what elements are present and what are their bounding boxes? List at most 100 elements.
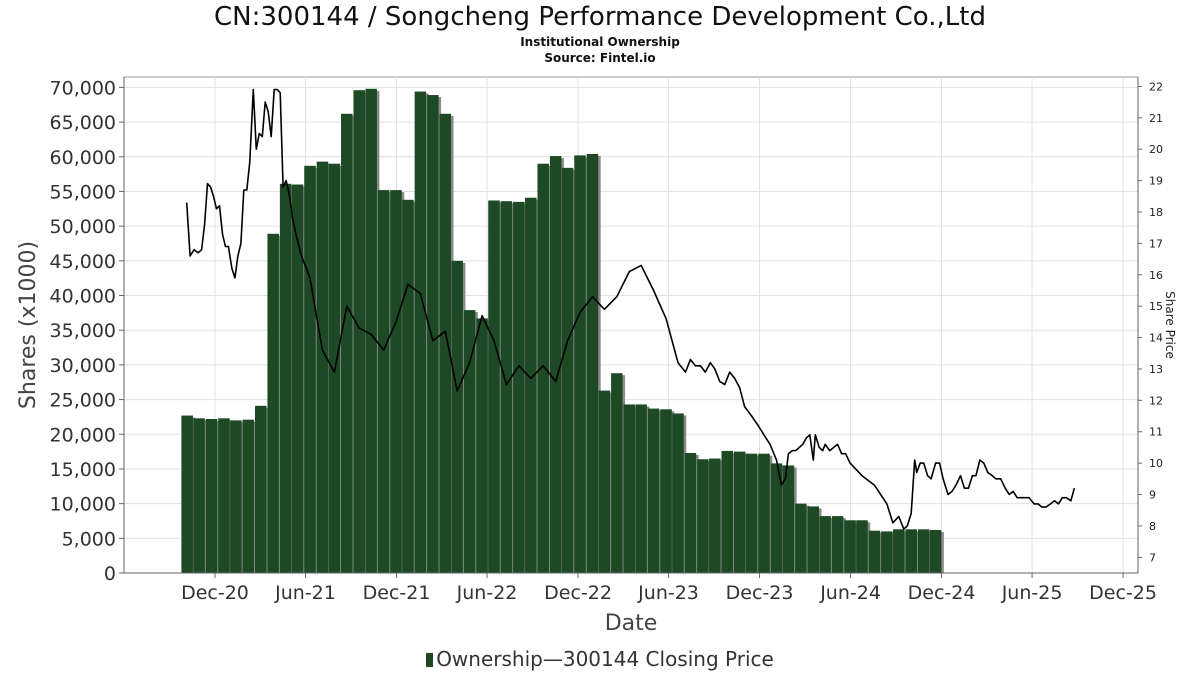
y-tick-label: 0 (104, 563, 116, 585)
ownership-bar (279, 183, 292, 574)
y-tick-label: 65,000 (50, 112, 116, 134)
ownership-bar (574, 155, 586, 574)
ownership-bar (917, 529, 930, 573)
ownership-bar (267, 233, 279, 573)
ownership-bar (881, 531, 893, 573)
ownership-bar (304, 165, 316, 573)
y-axis-label: Shares (x1000) (16, 241, 41, 409)
ownership-bar (819, 516, 831, 573)
ownership-bar (635, 404, 647, 573)
x-tick-label: Dec-23 (726, 582, 794, 604)
ownership-bar (893, 529, 905, 573)
y-tick-label: 10,000 (50, 494, 116, 516)
y-tick-label: 30,000 (50, 355, 116, 377)
x-tick-label: Jun-22 (456, 582, 518, 604)
ownership-bar (770, 463, 783, 573)
ownership-bar (623, 404, 636, 573)
y-tick-label: 55,000 (50, 181, 116, 203)
price-legend-swatch: — (542, 647, 563, 671)
price-legend-label: 300144 Closing Price (562, 647, 774, 671)
ownership-bar (684, 452, 697, 573)
ownership-bar (377, 190, 390, 573)
y2-tick-label: 13 (1149, 363, 1163, 376)
y2-tick-label: 7 (1149, 551, 1156, 564)
ownership-bar (402, 199, 414, 573)
y-tick-label: 35,000 (50, 320, 116, 342)
chart-source: Source: Fintel.io (544, 51, 656, 65)
ownership-bar (193, 418, 205, 573)
y2-tick-label: 11 (1149, 426, 1163, 439)
ownership-legend-label: Ownership (436, 647, 543, 671)
ownership-bar (291, 184, 304, 573)
ownership-bar (205, 418, 218, 573)
ownership-bar (586, 154, 599, 573)
ownership-bar (697, 459, 709, 573)
y2-tick-label: 22 (1149, 80, 1163, 93)
x-tick-label: Dec-24 (908, 582, 976, 604)
y-tick-label: 45,000 (50, 251, 116, 273)
ownership-bar (611, 373, 623, 573)
chart-legend: Ownership—300144 Closing Price (0, 647, 1200, 671)
y-tick-label: 60,000 (50, 147, 116, 169)
ownership-bar (230, 420, 242, 573)
ownership-bar (242, 419, 255, 573)
ownership-legend-swatch (426, 653, 434, 667)
y2-tick-label: 21 (1149, 112, 1163, 125)
x-tick-label: Jun-24 (819, 582, 881, 604)
y-tick-label: 70,000 (50, 77, 116, 99)
ownership-bar (868, 530, 881, 573)
ownership-bar (660, 409, 672, 573)
ownership-bar (451, 260, 463, 573)
x-axis-label: Date (605, 611, 658, 636)
y2-tick-label: 16 (1149, 269, 1163, 282)
x-tick-label: Dec-20 (181, 582, 249, 604)
ownership-bar (549, 156, 562, 573)
ownership-bar (427, 95, 439, 573)
y-tick-label: 5,000 (62, 528, 116, 550)
y2-tick-label: 20 (1149, 143, 1163, 156)
ownership-bar (598, 390, 611, 573)
price-line (185, 88, 1076, 530)
y-tick-label: 20,000 (50, 424, 116, 446)
ownership-bar (439, 113, 452, 574)
ownership-bar (525, 197, 537, 573)
ownership-bar (316, 161, 329, 573)
y2-tick-label: 9 (1149, 489, 1156, 502)
ownership-bar (807, 506, 820, 573)
ownership-bar (353, 90, 365, 573)
ownership-bar (856, 520, 868, 573)
ownership-bar (537, 163, 549, 573)
ownership-bar (341, 113, 353, 574)
ownership-bar (513, 201, 525, 573)
y-tick-label: 40,000 (50, 286, 116, 308)
ownership-bar (476, 318, 488, 573)
ownership-bar (721, 450, 733, 573)
ownership-bar (561, 167, 574, 573)
y2-tick-label: 15 (1149, 300, 1163, 313)
ownership-bar (672, 413, 684, 573)
ownership-bar (795, 503, 807, 573)
ownership-bar (733, 451, 746, 573)
ownership-bar (758, 453, 770, 573)
ownership-bar (463, 310, 476, 573)
ownership-bar (905, 529, 917, 573)
ownership-bar (218, 418, 230, 573)
ownership-bar (929, 529, 942, 573)
y2-tick-label: 10 (1149, 457, 1163, 470)
ownership-bar (647, 408, 660, 573)
x-tick-label: Jun-23 (637, 582, 699, 604)
chart-title: CN:300144 / Songcheng Performance Develo… (214, 2, 986, 32)
x-tick-label: Jun-25 (1001, 582, 1063, 604)
ownership-bar (181, 415, 193, 573)
x-tick-label: Jun-21 (274, 582, 336, 604)
ownership-bar (745, 453, 758, 573)
y2-tick-label: 8 (1149, 520, 1156, 533)
ownership-bar (414, 91, 427, 573)
y2-axis-label: Share Price (1163, 291, 1177, 359)
ownership-bar (365, 88, 377, 574)
y2-tick-label: 14 (1149, 332, 1163, 345)
chart-subtitle: Institutional Ownership (520, 35, 680, 49)
y2-tick-label: 12 (1149, 394, 1163, 407)
x-tick-label: Dec-22 (544, 582, 612, 604)
